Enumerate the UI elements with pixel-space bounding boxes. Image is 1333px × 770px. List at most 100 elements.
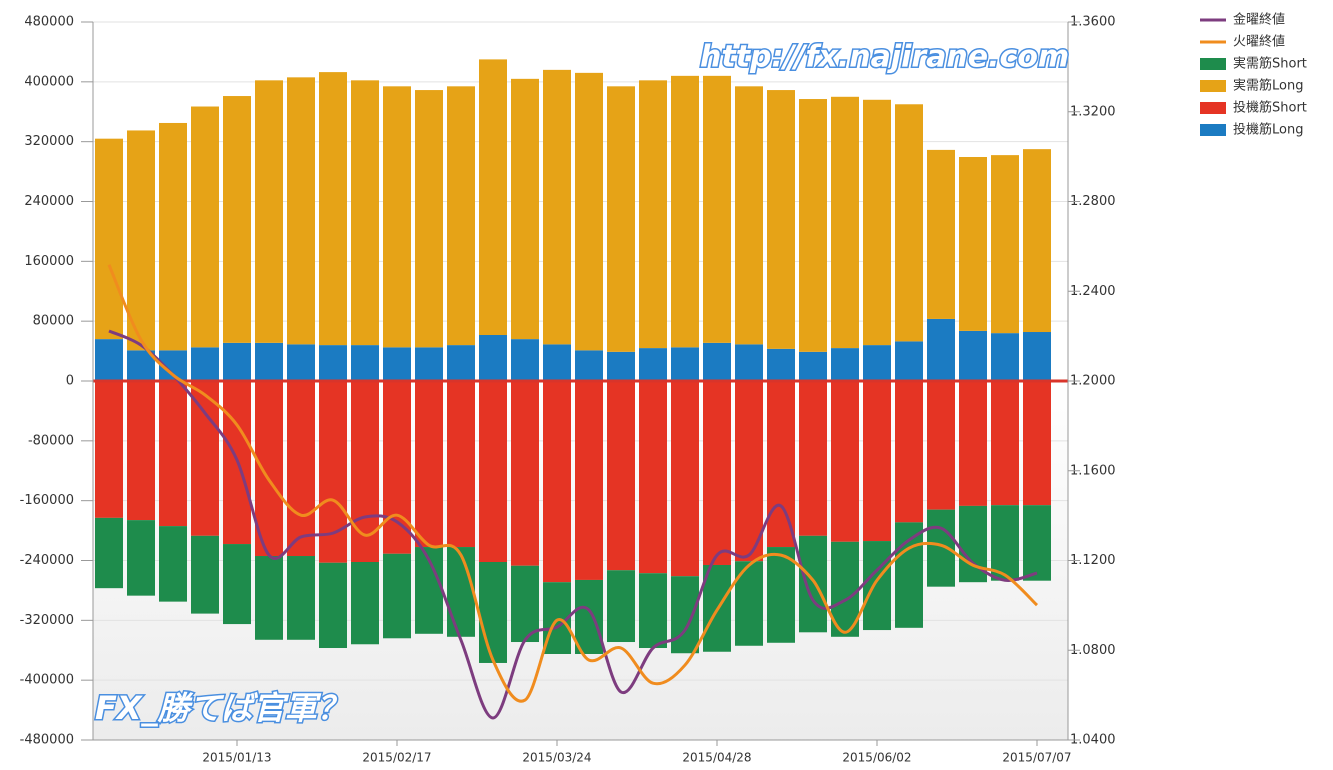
bar <box>479 381 507 562</box>
bar <box>287 556 315 640</box>
legend-swatch <box>1200 102 1226 114</box>
legend-label: 実需筋Short <box>1233 56 1307 72</box>
x-tick-label: 2015/04/28 <box>682 751 751 765</box>
bar <box>831 381 859 542</box>
bar <box>223 342 251 381</box>
bar <box>287 381 315 557</box>
bar <box>95 517 123 589</box>
bar <box>415 381 443 548</box>
bar <box>671 381 699 577</box>
legend-label: 実需筋Long <box>1233 78 1303 94</box>
y2-tick-label: 1.1600 <box>1070 463 1116 478</box>
y-tick-label: -400000 <box>20 673 74 688</box>
bar <box>255 556 283 640</box>
y2-tick-label: 1.2000 <box>1070 374 1116 389</box>
bar <box>351 561 379 645</box>
bar <box>159 122 187 351</box>
bar <box>703 381 731 565</box>
bar <box>927 149 955 319</box>
line <box>108 329 1038 720</box>
y-tick-label: -320000 <box>20 613 74 628</box>
bar <box>639 348 667 381</box>
bar <box>767 547 795 643</box>
y2-tick-label: 1.2800 <box>1070 194 1116 209</box>
bar <box>479 335 507 381</box>
bar <box>95 381 123 518</box>
y-tick-label: -480000 <box>20 733 74 748</box>
bar <box>543 344 571 381</box>
bar <box>127 130 155 351</box>
bar <box>863 541 891 631</box>
bar <box>767 348 795 381</box>
x-tick-label: 2015/07/07 <box>1002 751 1071 765</box>
bar <box>991 381 1019 506</box>
x-tick-label: 2015/02/17 <box>362 751 431 765</box>
bar <box>543 69 571 345</box>
bar <box>735 381 763 562</box>
x-tick-label: 2015/01/13 <box>202 751 271 765</box>
legend-swatch <box>1200 58 1226 70</box>
bar <box>255 381 283 557</box>
bar <box>1023 381 1051 506</box>
bar <box>799 381 827 536</box>
bar <box>159 381 187 527</box>
bar <box>511 565 539 643</box>
y-tick-label: -160000 <box>20 493 74 508</box>
bar <box>447 345 475 381</box>
bar <box>927 509 955 587</box>
bar <box>287 77 315 345</box>
bar <box>895 381 923 523</box>
y-tick-label: 0 <box>66 374 74 389</box>
bar <box>863 345 891 381</box>
bar <box>703 75 731 343</box>
legend-swatch <box>1200 80 1226 92</box>
bar <box>927 318 955 381</box>
bar <box>191 381 219 536</box>
bar <box>319 72 347 346</box>
bar <box>543 381 571 583</box>
watermark: FX_勝てば官軍？ <box>95 689 349 727</box>
bar <box>127 381 155 521</box>
bar <box>863 381 891 542</box>
bar <box>223 544 251 625</box>
bar <box>799 351 827 381</box>
legend-label: 金曜終値 <box>1233 12 1285 28</box>
bar <box>575 72 603 351</box>
bar <box>319 562 347 649</box>
bar <box>991 505 1019 581</box>
line <box>107 264 1039 703</box>
y2-tick-label: 1.1200 <box>1070 553 1116 568</box>
bar <box>1023 505 1051 581</box>
bar <box>671 576 699 654</box>
legend-label: 火曜終値 <box>1233 34 1285 50</box>
bar <box>895 522 923 628</box>
x-tick-label: 2015/03/24 <box>522 751 591 765</box>
bar <box>991 333 1019 381</box>
bar <box>991 155 1019 334</box>
bar <box>607 86 635 352</box>
bar <box>95 339 123 381</box>
bar <box>319 345 347 381</box>
bar <box>447 381 475 548</box>
y2-tick-label: 1.0400 <box>1070 733 1116 748</box>
bar <box>959 381 987 506</box>
y-tick-label: -80000 <box>28 433 74 448</box>
bar <box>511 78 539 340</box>
bar <box>671 75 699 348</box>
bar <box>287 344 315 381</box>
bar <box>255 342 283 381</box>
bar <box>607 570 635 643</box>
bar <box>415 90 443 348</box>
bar <box>671 347 699 381</box>
legend-label: 投機筋Long <box>1233 122 1303 138</box>
bar <box>735 344 763 381</box>
bar <box>575 381 603 580</box>
y2-tick-label: 1.0800 <box>1070 643 1116 658</box>
bar <box>191 535 219 614</box>
bar <box>447 86 475 346</box>
y-tick-label: 320000 <box>24 134 74 149</box>
bar <box>511 339 539 381</box>
bar <box>383 86 411 348</box>
y2-tick-label: 1.3600 <box>1070 15 1116 30</box>
